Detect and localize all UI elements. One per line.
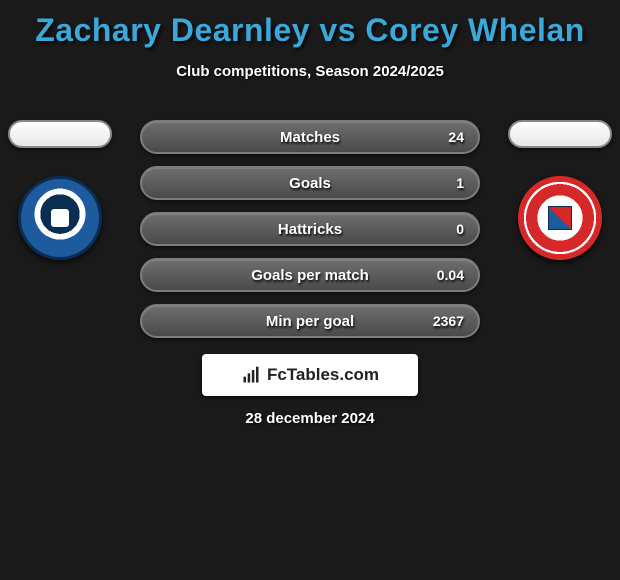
stat-label: Goals xyxy=(289,175,331,192)
subtitle: Club competitions, Season 2024/2025 xyxy=(0,63,620,80)
stat-label: Hattricks xyxy=(278,221,342,238)
stat-value-right: 0.04 xyxy=(437,267,464,283)
branding-text: FcTables.com xyxy=(267,365,379,385)
stat-row: Matches 24 xyxy=(140,120,480,154)
stat-label: Matches xyxy=(280,129,340,146)
bars-chart-icon xyxy=(241,365,261,385)
generated-date: 28 december 2024 xyxy=(0,410,620,427)
stat-value-right: 24 xyxy=(448,129,464,145)
player-left-name-pill xyxy=(8,120,112,148)
stat-value-right: 0 xyxy=(456,221,464,237)
club-crest-right-icon xyxy=(518,176,602,260)
branding-badge: FcTables.com xyxy=(202,354,418,396)
stat-row: Goals 1 xyxy=(140,166,480,200)
player-right-block xyxy=(500,120,620,260)
stats-table: Matches 24 Goals 1 Hattricks 0 Goals per… xyxy=(140,120,480,350)
stat-row: Min per goal 2367 xyxy=(140,304,480,338)
stat-row: Goals per match 0.04 xyxy=(140,258,480,292)
player-right-name-pill xyxy=(508,120,612,148)
stat-label: Goals per match xyxy=(251,267,369,284)
stat-row: Hattricks 0 xyxy=(140,212,480,246)
stat-value-right: 2367 xyxy=(433,313,464,329)
stat-label: Min per goal xyxy=(266,313,354,330)
page-title: Zachary Dearnley vs Corey Whelan xyxy=(0,0,620,49)
club-crest-left-icon xyxy=(18,176,102,260)
stat-value-right: 1 xyxy=(456,175,464,191)
player-left-block xyxy=(0,120,120,260)
